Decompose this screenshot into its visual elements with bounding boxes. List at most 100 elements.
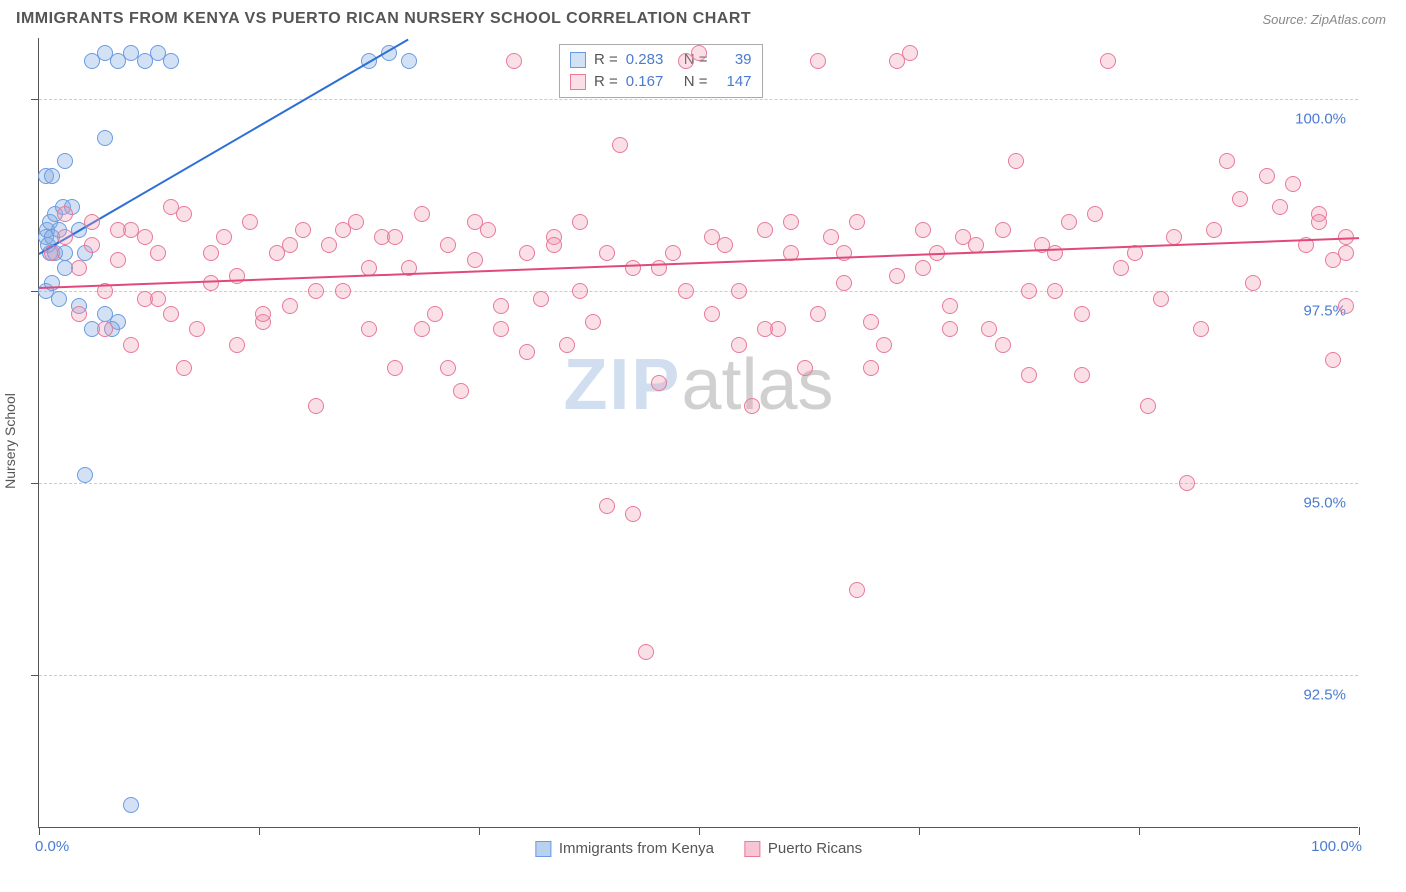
data-point-series2 — [902, 45, 918, 61]
data-point-series2 — [1061, 214, 1077, 230]
data-point-series2 — [849, 214, 865, 230]
data-point-series2 — [1140, 398, 1156, 414]
data-point-series2 — [387, 360, 403, 376]
tick-x — [919, 827, 920, 835]
data-point-series2 — [863, 360, 879, 376]
data-point-series2 — [915, 222, 931, 238]
tick-x — [699, 827, 700, 835]
data-point-series2 — [942, 321, 958, 337]
legend-label-series1: Immigrants from Kenya — [559, 840, 714, 857]
data-point-series2 — [572, 283, 588, 299]
tick-x — [259, 827, 260, 835]
r-label: R = — [594, 49, 618, 71]
data-point-series2 — [57, 229, 73, 245]
data-point-series2 — [810, 306, 826, 322]
data-point-series2 — [599, 245, 615, 261]
chart-area: Nursery School ZIPatlas R = 0.283 N = 39… — [38, 38, 1386, 828]
y-tick-label: 100.0% — [1295, 111, 1346, 128]
data-point-series2 — [414, 206, 430, 222]
data-point-series2 — [493, 298, 509, 314]
data-point-series2 — [704, 306, 720, 322]
data-point-series2 — [942, 298, 958, 314]
data-point-series2 — [995, 337, 1011, 353]
source-label: Source: ZipAtlas.com — [1262, 12, 1386, 27]
data-point-series2 — [295, 222, 311, 238]
data-point-series2 — [836, 275, 852, 291]
n-value-series1: 39 — [716, 49, 752, 71]
data-point-series2 — [493, 321, 509, 337]
gridline-h — [39, 675, 1358, 676]
data-point-series2 — [704, 229, 720, 245]
n-value-series2: 147 — [716, 71, 752, 93]
data-point-series2 — [216, 229, 232, 245]
data-point-series2 — [335, 283, 351, 299]
data-point-series2 — [625, 260, 641, 276]
data-point-series2 — [467, 214, 483, 230]
data-point-series2 — [1272, 199, 1288, 215]
data-point-series2 — [889, 268, 905, 284]
tick-y — [31, 675, 39, 676]
swatch-series2 — [570, 74, 586, 90]
data-point-series2 — [123, 337, 139, 353]
r-value-series2: 0.167 — [626, 71, 676, 93]
y-tick-label: 92.5% — [1303, 686, 1346, 703]
data-point-series2 — [1245, 275, 1261, 291]
data-point-series2 — [1259, 168, 1275, 184]
data-point-series2 — [1311, 214, 1327, 230]
stats-row-series1: R = 0.283 N = 39 — [570, 49, 752, 71]
trend-line-series2 — [39, 237, 1359, 289]
data-point-series2 — [189, 321, 205, 337]
x-axis-label-max: 100.0% — [1311, 838, 1362, 855]
data-point-series1 — [51, 291, 67, 307]
data-point-series2 — [110, 252, 126, 268]
data-point-series2 — [731, 337, 747, 353]
data-point-series2 — [1219, 153, 1235, 169]
data-point-series2 — [440, 237, 456, 253]
data-point-series2 — [137, 229, 153, 245]
tick-y — [31, 483, 39, 484]
y-axis-title: Nursery School — [2, 393, 18, 489]
data-point-series2 — [559, 337, 575, 353]
data-point-series2 — [981, 321, 997, 337]
x-axis-label-min: 0.0% — [35, 838, 69, 855]
tick-x — [39, 827, 40, 835]
data-point-series2 — [585, 314, 601, 330]
data-point-series2 — [414, 321, 430, 337]
data-point-series2 — [691, 45, 707, 61]
data-point-series1 — [163, 53, 179, 69]
data-point-series2 — [995, 222, 1011, 238]
data-point-series2 — [1338, 245, 1354, 261]
gridline-h — [39, 99, 1358, 100]
data-point-series2 — [1047, 245, 1063, 261]
data-point-series2 — [255, 306, 271, 322]
data-point-series2 — [1206, 222, 1222, 238]
data-point-series2 — [810, 53, 826, 69]
data-point-series2 — [361, 321, 377, 337]
data-point-series2 — [678, 283, 694, 299]
data-point-series2 — [572, 214, 588, 230]
data-point-series2 — [849, 582, 865, 598]
series-legend: Immigrants from Kenya Puerto Ricans — [535, 840, 862, 857]
chart-title: IMMIGRANTS FROM KENYA VS PUERTO RICAN NU… — [16, 10, 751, 28]
data-point-series2 — [427, 306, 443, 322]
data-point-series2 — [638, 644, 654, 660]
data-point-series2 — [467, 252, 483, 268]
data-point-series1 — [123, 797, 139, 813]
data-point-series2 — [242, 214, 258, 230]
data-point-series2 — [625, 506, 641, 522]
tick-y — [31, 99, 39, 100]
data-point-series2 — [1285, 176, 1301, 192]
data-point-series2 — [1232, 191, 1248, 207]
data-point-series2 — [71, 306, 87, 322]
stats-row-series2: R = 0.167 N = 147 — [570, 71, 752, 93]
data-point-series2 — [308, 398, 324, 414]
data-point-series2 — [1021, 283, 1037, 299]
data-point-series2 — [519, 344, 535, 360]
stats-legend: R = 0.283 N = 39 R = 0.167 N = 147 — [559, 44, 763, 98]
data-point-series2 — [97, 321, 113, 337]
data-point-series2 — [519, 245, 535, 261]
data-point-series2 — [163, 306, 179, 322]
data-point-series2 — [1074, 306, 1090, 322]
data-point-series2 — [533, 291, 549, 307]
scatter-plot: ZIPatlas R = 0.283 N = 39 R = 0.167 N = … — [38, 38, 1358, 828]
